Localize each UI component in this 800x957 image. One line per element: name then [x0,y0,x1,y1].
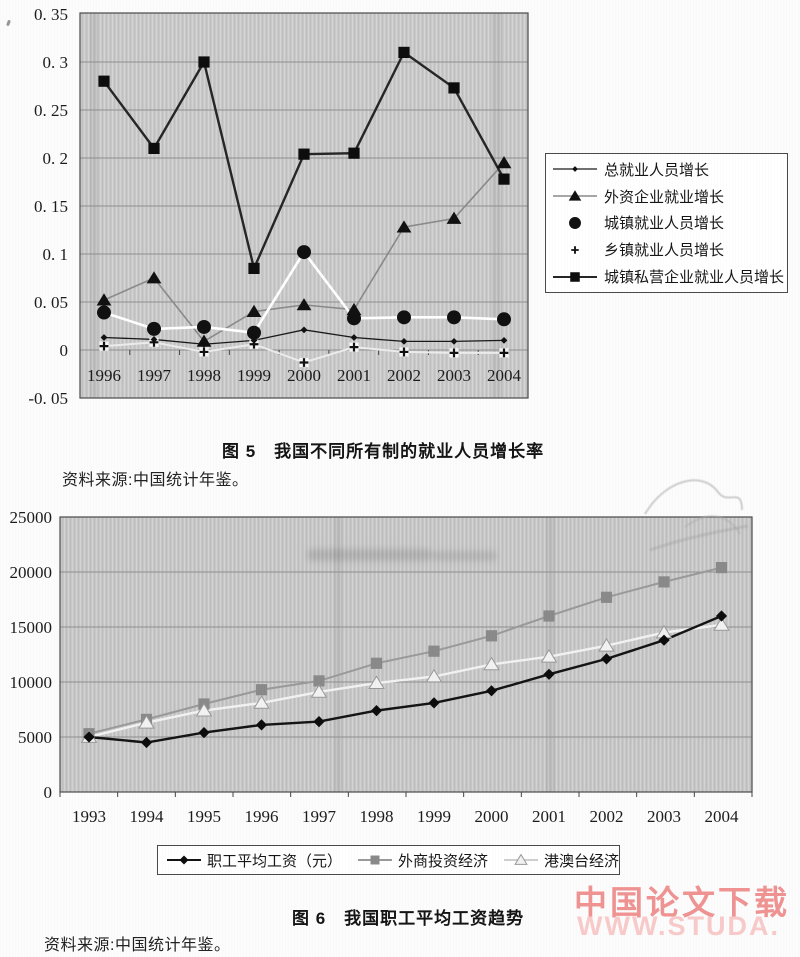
legend-item-1: 外商投资经济 [357,850,488,871]
legend-item-0: 职工平均工资（元） [166,850,342,871]
x-axis-labels: 1996 1997 1998 1999 2000 2001 2002 2003 2004 [87,366,522,385]
series-markers-1 [96,156,512,347]
series-line-0 [88,614,722,744]
legend-item-4: 城镇私营企业就业人员增长 [552,266,787,287]
series-markers-2 [97,245,511,340]
plot-area [60,517,752,792]
gridlines [60,571,752,738]
series-markers-0 [100,326,508,348]
x-tick-label: 1994 [130,807,165,826]
figure5-legend: 总就业人员增长 外资企业就业增长 城镇就业人员增长 乡镇就业人员增长城镇私营企业就业人… [545,153,788,293]
x-tick-label: 2002 [387,366,421,385]
y-tick-label: 20000 [10,563,53,582]
legend-symbol [553,190,597,201]
x-tick-label: 1996 [87,366,121,385]
legend-item-3: 乡镇就业人员增长 [552,239,787,260]
watermark-line2: WWW.STUDA. [577,911,780,941]
figure5-caption: 图 5 我国不同所有制的就业人员增长率 [222,442,545,461]
x-tick-label: 2004 [705,807,740,826]
y-tick-label: 0. 05 [34,293,68,312]
y-axis-labels: 0. 35 0. 3 0. 25 0. 2 0. 15 0. 1 0. 05 0 -0. 05 [28,5,68,408]
figure6-caption: 图 6 我国职工平均工资趋势 [292,909,525,928]
watermark-line1: 中国论文下载 [574,884,790,921]
legend-label: 外商投资经济 [398,852,489,870]
series-line-1 [88,566,722,735]
x-axis-labels: 1993 1994 1995 1996 1997 1998 1999 2000 2001 2002… [72,807,739,826]
legend-item-2: 港澳台经济 [503,850,619,871]
y-tick-label: -0. 05 [28,389,68,408]
legend-symbol [167,855,201,865]
y-tick-label: 0. 25 [34,101,68,120]
x-tick-label: 2003 [437,366,471,385]
y-axis-labels: 25000 20000 15000 10000 5000 0 [10,508,53,802]
x-tick-label: 2001 [337,366,371,385]
x-tick-label: 1999 [417,807,451,826]
legend-item-0: 总就业人员增长 [552,159,787,180]
x-tick-label: 1996 [245,807,279,826]
y-tick-label: 10000 [10,673,53,692]
axis-ticks [59,792,753,797]
x-tick-label: 1999 [237,366,271,385]
series-line-2 [88,623,722,739]
x-tick-label: 1993 [72,807,106,826]
x-tick-label: 1995 [187,807,221,826]
legend-symbol [569,217,581,229]
legend-label: 总就业人员增长 [604,161,710,179]
figure6-source: 资料来源:中国统计年鉴。 [44,937,231,954]
y-tick-label: 0. 1 [43,245,69,264]
x-tick-label: 1997 [137,366,172,385]
legend-symbol [553,271,597,282]
x-tick-label: 2000 [287,366,321,385]
y-tick-label: 0. 35 [34,5,68,24]
legend-label: 职工平均工资（元） [207,852,343,870]
x-tick-label: 1997 [302,807,337,826]
y-tick-label: 25000 [10,508,53,527]
legend-label: 城镇就业人员增长 [604,215,725,233]
x-tick-label: 2003 [647,807,681,826]
figure5-source: 资料来源:中国统计年鉴。 [62,472,249,489]
legend-label: 外资企业就业增长 [604,188,725,206]
legend-item-1: 外资企业就业增长 [552,186,787,207]
x-tick-label: 2004 [487,366,522,385]
series-markers-4 [98,46,510,274]
legend-label: 乡镇就业人员增长 [604,242,725,260]
y-tick-label: 0. 15 [34,197,68,216]
x-tick-label: 1998 [360,807,394,826]
legend-item-2: 城镇就业人员增长 [552,212,787,233]
x-tick-label: 2000 [475,807,509,826]
legend-symbol [358,855,393,865]
x-tick-label: 1998 [187,366,221,385]
figure5-chart: 0. 35 0. 3 0. 25 0. 2 0. 15 0. 1 0. 05 0 -0. 05 1… [28,5,529,408]
y-tick-label: 5000 [18,728,52,747]
y-tick-label: 0 [44,783,53,802]
legend-label: 港澳台经济 [544,852,620,870]
x-tick-label: 2002 [590,807,624,826]
figure6-legend: 职工平均工资（元） 外商投资经济 港澳台经济 [157,845,620,875]
legend-label: 城镇私营企业就业人员增长 [604,269,785,287]
y-tick-label: 0. 2 [43,149,69,168]
legend-symbol [504,853,539,865]
legend-symbol [571,245,579,254]
plot-border [79,12,529,399]
x-tick-label: 2001 [532,807,566,826]
y-tick-label: 0. 3 [43,53,69,72]
legend-symbol [553,166,597,173]
y-tick-label: 0 [60,341,69,360]
plot-border [59,516,753,793]
y-tick-label: 15000 [10,618,53,637]
series-markers-2 [80,617,730,743]
